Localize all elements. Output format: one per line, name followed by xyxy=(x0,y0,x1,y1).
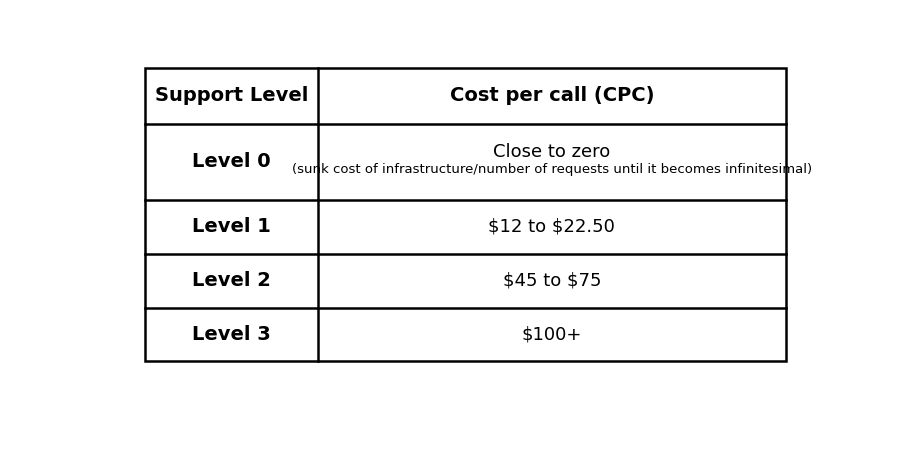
Text: \$12 to \$22.50: \$12 to \$22.50 xyxy=(489,218,616,236)
Text: Level 2: Level 2 xyxy=(192,271,271,290)
Text: Level 0: Level 0 xyxy=(192,152,271,171)
Text: Level 1: Level 1 xyxy=(192,217,271,236)
Text: Level 3: Level 3 xyxy=(192,325,271,344)
Text: Close to zero: Close to zero xyxy=(493,143,610,161)
Text: Support Level: Support Level xyxy=(155,86,309,105)
Text: \$45 to \$75: \$45 to \$75 xyxy=(502,272,601,290)
Bar xyxy=(145,68,785,361)
Text: Cost per call (CPC): Cost per call (CPC) xyxy=(449,86,654,105)
Text: \$100+: \$100+ xyxy=(521,326,582,344)
Text: (sunk cost of infrastructure/number of requests until it becomes infinitesimal): (sunk cost of infrastructure/number of r… xyxy=(291,163,812,176)
